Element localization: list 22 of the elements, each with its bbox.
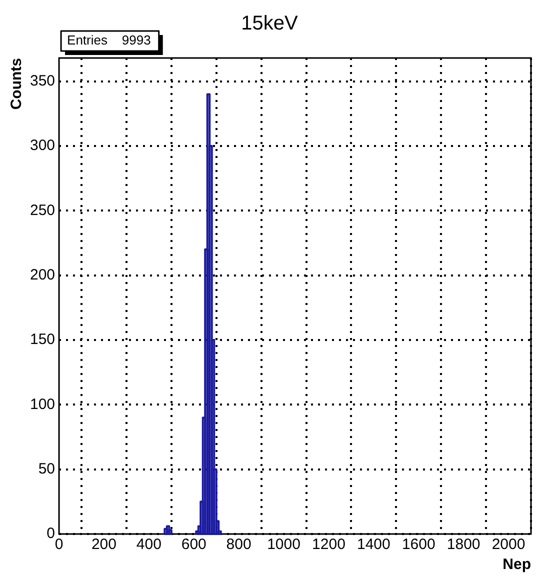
x-tick-label: 600 <box>181 536 206 554</box>
x-tick-label: 1600 <box>402 536 436 554</box>
y-tick-label: 50 <box>38 460 56 478</box>
x-tick-label: 1000 <box>267 536 300 554</box>
x-axis-title: Nep <box>502 556 531 574</box>
x-tick-label: 400 <box>136 536 162 554</box>
chart-title: 15keV <box>241 12 299 35</box>
x-tick-label: 200 <box>91 536 116 554</box>
y-tick-label: 250 <box>30 202 56 219</box>
y-tick-label: 100 <box>30 396 56 413</box>
y-tick-label: 150 <box>30 331 56 348</box>
y-tick-label: 350 <box>30 72 56 90</box>
text: Entries 9993 <box>67 32 151 48</box>
x-tick-label: 2000 <box>492 536 526 554</box>
y-tick-label: 300 <box>30 137 56 154</box>
x-tick-label: 1400 <box>356 536 390 554</box>
y-tick-label: 0 <box>46 525 56 542</box>
y-axis-title: Counts <box>8 58 26 110</box>
y-tick-label: 200 <box>30 266 56 284</box>
x-tick-label: 800 <box>226 536 252 554</box>
x-tick-label: 1800 <box>446 536 480 554</box>
x-tick-label: 1200 <box>312 536 346 554</box>
